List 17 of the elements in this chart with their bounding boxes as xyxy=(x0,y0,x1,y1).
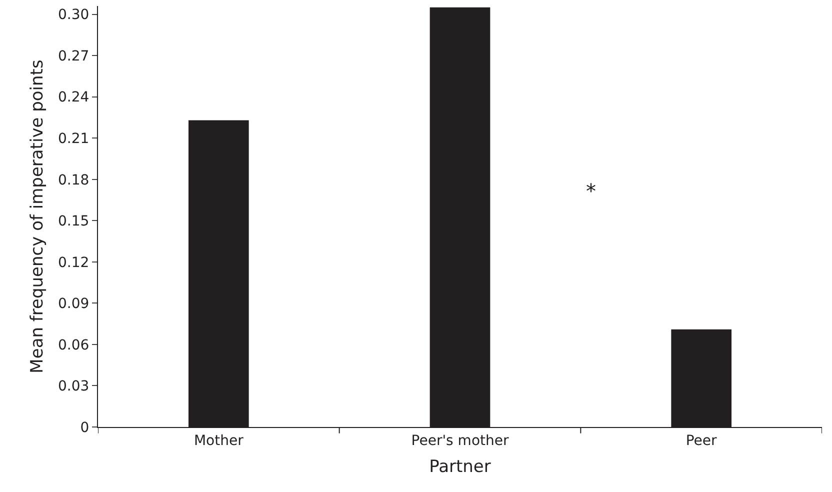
y-tick-label: 0.30 xyxy=(58,7,90,24)
annotation: * xyxy=(586,179,596,203)
x-tick-label: Peer xyxy=(686,432,718,449)
y-tick-label: 0.18 xyxy=(58,172,90,188)
x-tick-label: Mother xyxy=(194,432,244,449)
y-axis-title: Mean frequency of imperative points xyxy=(28,60,48,374)
y-tick-label: 0.27 xyxy=(58,48,90,64)
y-tick-label: 0.09 xyxy=(58,296,90,312)
y-tick-label: 0.06 xyxy=(58,337,90,354)
x-tick-label: Peer's mother xyxy=(411,432,509,449)
y-tick-label: 0.03 xyxy=(58,378,90,395)
y-tick-label: 0.21 xyxy=(58,130,90,147)
y-tick-label: 0.24 xyxy=(58,90,90,106)
y-tick-label: 0 xyxy=(80,420,90,436)
x-axis-title: Partner xyxy=(429,457,491,478)
y-tick-label: 0.15 xyxy=(58,214,90,230)
y-tick-label: 0.12 xyxy=(58,254,90,271)
